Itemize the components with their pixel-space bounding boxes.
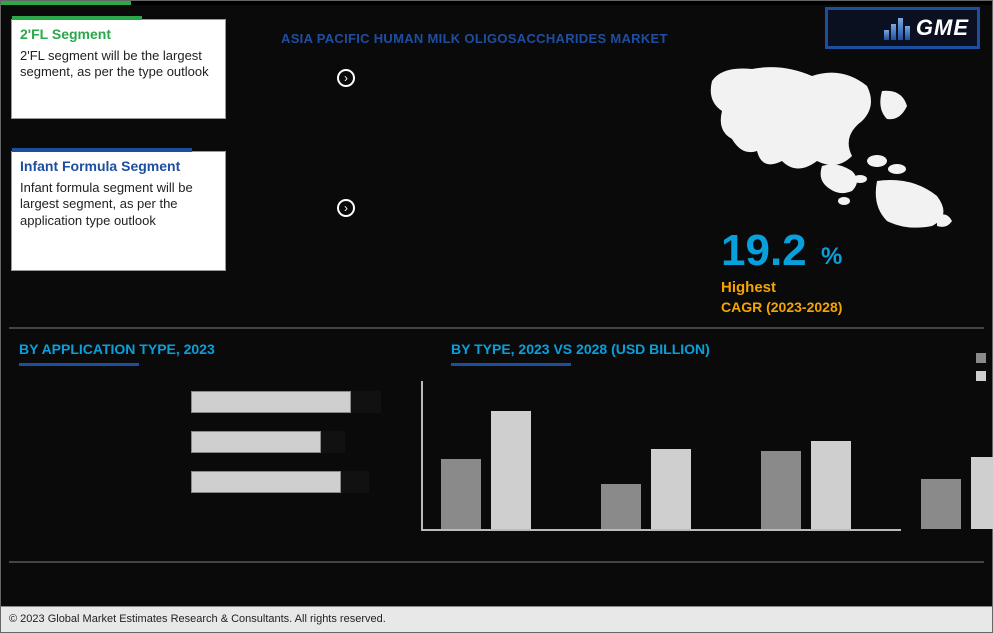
chevron-right-icon: ›	[337, 69, 355, 87]
hbar-track	[191, 471, 341, 493]
bar-2028	[491, 411, 531, 529]
bar-2023	[601, 484, 641, 529]
type-bar-chart	[421, 381, 901, 531]
segment-card-2fl: 2'FL Segment 2'FL segment will be the la…	[11, 19, 226, 119]
cagr-highest-label: Highest	[721, 279, 776, 296]
y-axis	[421, 381, 423, 531]
hbar-cap	[321, 431, 345, 453]
bar-group	[601, 379, 691, 529]
asia-pacific-map-icon	[702, 61, 962, 231]
chevron-right-icon: ›	[337, 199, 355, 217]
bar-group	[921, 379, 993, 529]
segment-card-body: Infant formula segment will be largest s…	[20, 180, 217, 229]
logo-bars-icon	[884, 16, 910, 40]
cagr-period-label: CAGR (2023-2028)	[721, 299, 842, 315]
bar-2023	[921, 479, 961, 529]
hbar-row	[191, 471, 351, 493]
segment-card-infant-formula: Infant Formula Segment Infant formula se…	[11, 151, 226, 271]
cagr-value: 19.2	[721, 226, 807, 276]
page-title: ASIA PACIFIC HUMAN MILK OLIGOSACCHARIDES…	[281, 31, 668, 46]
legend-item	[976, 371, 986, 381]
hbar-row	[191, 431, 351, 453]
x-axis	[421, 529, 901, 531]
legend-swatch-icon	[976, 371, 986, 381]
bar-2028	[971, 457, 993, 529]
hbar-cap	[351, 391, 381, 413]
bar-2028	[811, 441, 851, 529]
bar-group	[761, 379, 851, 529]
top-divider-black	[131, 1, 992, 5]
legend-swatch-icon	[976, 353, 986, 363]
segment-card-title: 2'FL Segment	[20, 26, 217, 42]
section-divider	[9, 327, 984, 329]
cagr-unit: %	[821, 243, 842, 271]
section-underline	[451, 363, 571, 366]
segment-card-title: Infant Formula Segment	[20, 158, 217, 174]
section-title-type: BY TYPE, 2023 VS 2028 (USD BILLION)	[451, 341, 710, 357]
bar-2028	[651, 449, 691, 529]
section-underline	[19, 363, 139, 366]
gme-logo: GME	[825, 7, 980, 49]
top-divider	[1, 1, 992, 5]
application-bar-chart	[191, 391, 351, 511]
hbar-track	[191, 431, 321, 453]
footer-copyright: © 2023 Global Market Estimates Research …	[1, 606, 992, 632]
section-title-application: BY APPLICATION TYPE, 2023	[19, 341, 215, 357]
top-divider-green	[1, 1, 131, 5]
chart-legend	[976, 353, 986, 381]
hbar-cap	[341, 471, 369, 493]
bar-group	[441, 379, 531, 529]
hbar-track	[191, 391, 351, 413]
logo-text: GME	[916, 15, 969, 41]
hbar-row	[191, 391, 351, 413]
section-divider	[9, 561, 984, 563]
legend-item	[976, 353, 986, 363]
bar-2023	[441, 459, 481, 529]
segment-card-body: 2'FL segment will be the largest segment…	[20, 48, 217, 81]
bar-2023	[761, 451, 801, 529]
segment-card-accent	[12, 16, 142, 20]
segment-card-accent	[12, 148, 192, 152]
